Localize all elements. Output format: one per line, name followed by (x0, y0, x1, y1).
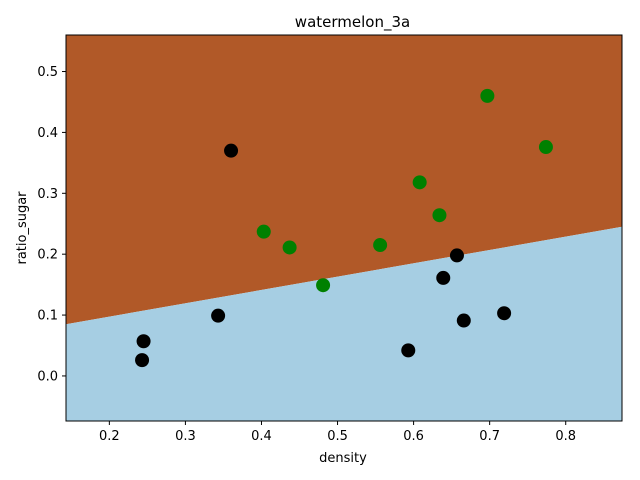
data-point-s0-1 (538, 140, 553, 155)
data-point-s1-3 (211, 308, 226, 323)
y-tick-label-5: 0.5 (37, 65, 58, 80)
y-tick-label-1: 0.1 (37, 309, 58, 324)
data-point-s1-2 (136, 334, 151, 349)
data-point-s0-5 (256, 224, 271, 239)
data-point-s1-7 (401, 343, 416, 358)
plot-frame (65, 34, 623, 422)
points-layer (135, 88, 553, 368)
x-tick-label-4: 0.6 (403, 429, 424, 444)
decision-region-above (66, 35, 622, 325)
y-tick-label-0: 0.0 (37, 369, 58, 384)
data-point-s0-3 (412, 175, 427, 190)
x-tick-label-1: 0.3 (175, 429, 196, 444)
data-point-s0-4 (373, 238, 388, 253)
x-tick-label-6: 0.8 (555, 429, 576, 444)
data-point-s0-0 (480, 88, 495, 103)
x-axis: 0.2 0.3 0.4 0.5 0.6 0.7 0.8 (99, 421, 576, 444)
data-point-s1-6 (224, 143, 239, 158)
chart-title: watermelon_3a (295, 13, 410, 32)
y-tick-label-4: 0.4 (37, 126, 58, 141)
plot-area (66, 35, 622, 421)
x-tick-label-0: 0.2 (99, 429, 120, 444)
x-axis-label: density (319, 451, 367, 466)
data-point-s1-8 (497, 306, 512, 321)
data-point-s0-2 (432, 208, 447, 223)
data-point-s1-1 (135, 353, 150, 368)
x-tick-label-2: 0.4 (251, 429, 272, 444)
y-axis: 0.0 0.1 0.2 0.3 0.4 0.5 (37, 65, 66, 384)
data-point-s1-4 (436, 270, 451, 285)
data-point-s0-6 (316, 278, 331, 293)
y-tick-label-3: 0.3 (37, 187, 58, 202)
x-tick-label-5: 0.7 (479, 429, 500, 444)
decision-region-below (66, 226, 622, 421)
y-tick-label-2: 0.2 (37, 248, 58, 263)
data-point-s1-0 (456, 313, 471, 328)
y-axis-label: ratio_sugar (15, 191, 30, 265)
data-point-s0-7 (282, 240, 297, 255)
data-point-s1-5 (449, 248, 464, 263)
x-tick-label-3: 0.5 (327, 429, 348, 444)
